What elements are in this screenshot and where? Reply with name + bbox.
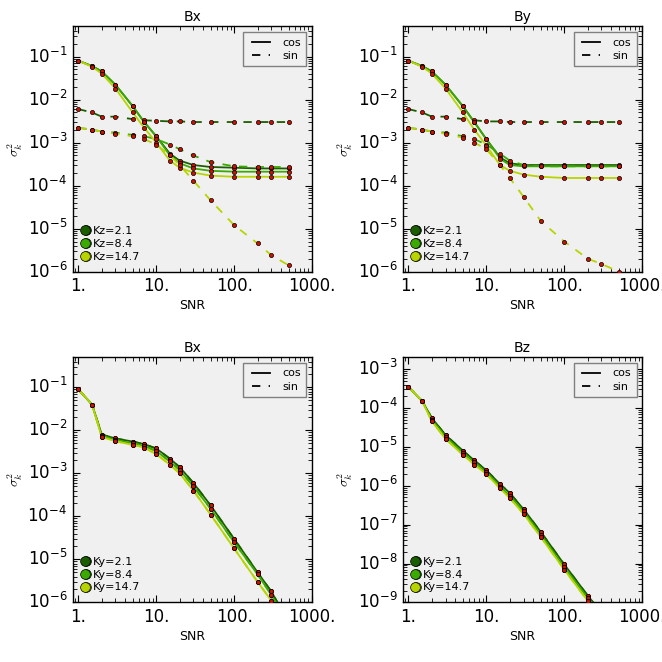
Y-axis label: $\sigma_k^2$: $\sigma_k^2$	[336, 472, 355, 487]
X-axis label: SNR: SNR	[510, 630, 536, 643]
X-axis label: SNR: SNR	[179, 630, 205, 643]
X-axis label: SNR: SNR	[510, 299, 536, 312]
Legend: Ky=2.1, Ky=8.4, Ky=14.7: Ky=2.1, Ky=8.4, Ky=14.7	[78, 552, 144, 597]
Title: Bx: Bx	[183, 10, 201, 24]
Legend: Kz=2.1, Kz=8.4, Kz=14.7: Kz=2.1, Kz=8.4, Kz=14.7	[78, 222, 144, 266]
Title: By: By	[514, 10, 532, 24]
Y-axis label: $\sigma_k^2$: $\sigma_k^2$	[5, 142, 24, 157]
Y-axis label: $\sigma_k^2$: $\sigma_k^2$	[5, 472, 24, 487]
Legend: Kz=2.1, Kz=8.4, Kz=14.7: Kz=2.1, Kz=8.4, Kz=14.7	[408, 222, 475, 266]
X-axis label: SNR: SNR	[179, 299, 205, 312]
Title: Bx: Bx	[183, 341, 201, 355]
Y-axis label: $\sigma_k^2$: $\sigma_k^2$	[336, 142, 355, 157]
Title: Bz: Bz	[514, 341, 531, 355]
Legend: Ky=2.1, Ky=8.4, Ky=14.7: Ky=2.1, Ky=8.4, Ky=14.7	[408, 552, 475, 597]
